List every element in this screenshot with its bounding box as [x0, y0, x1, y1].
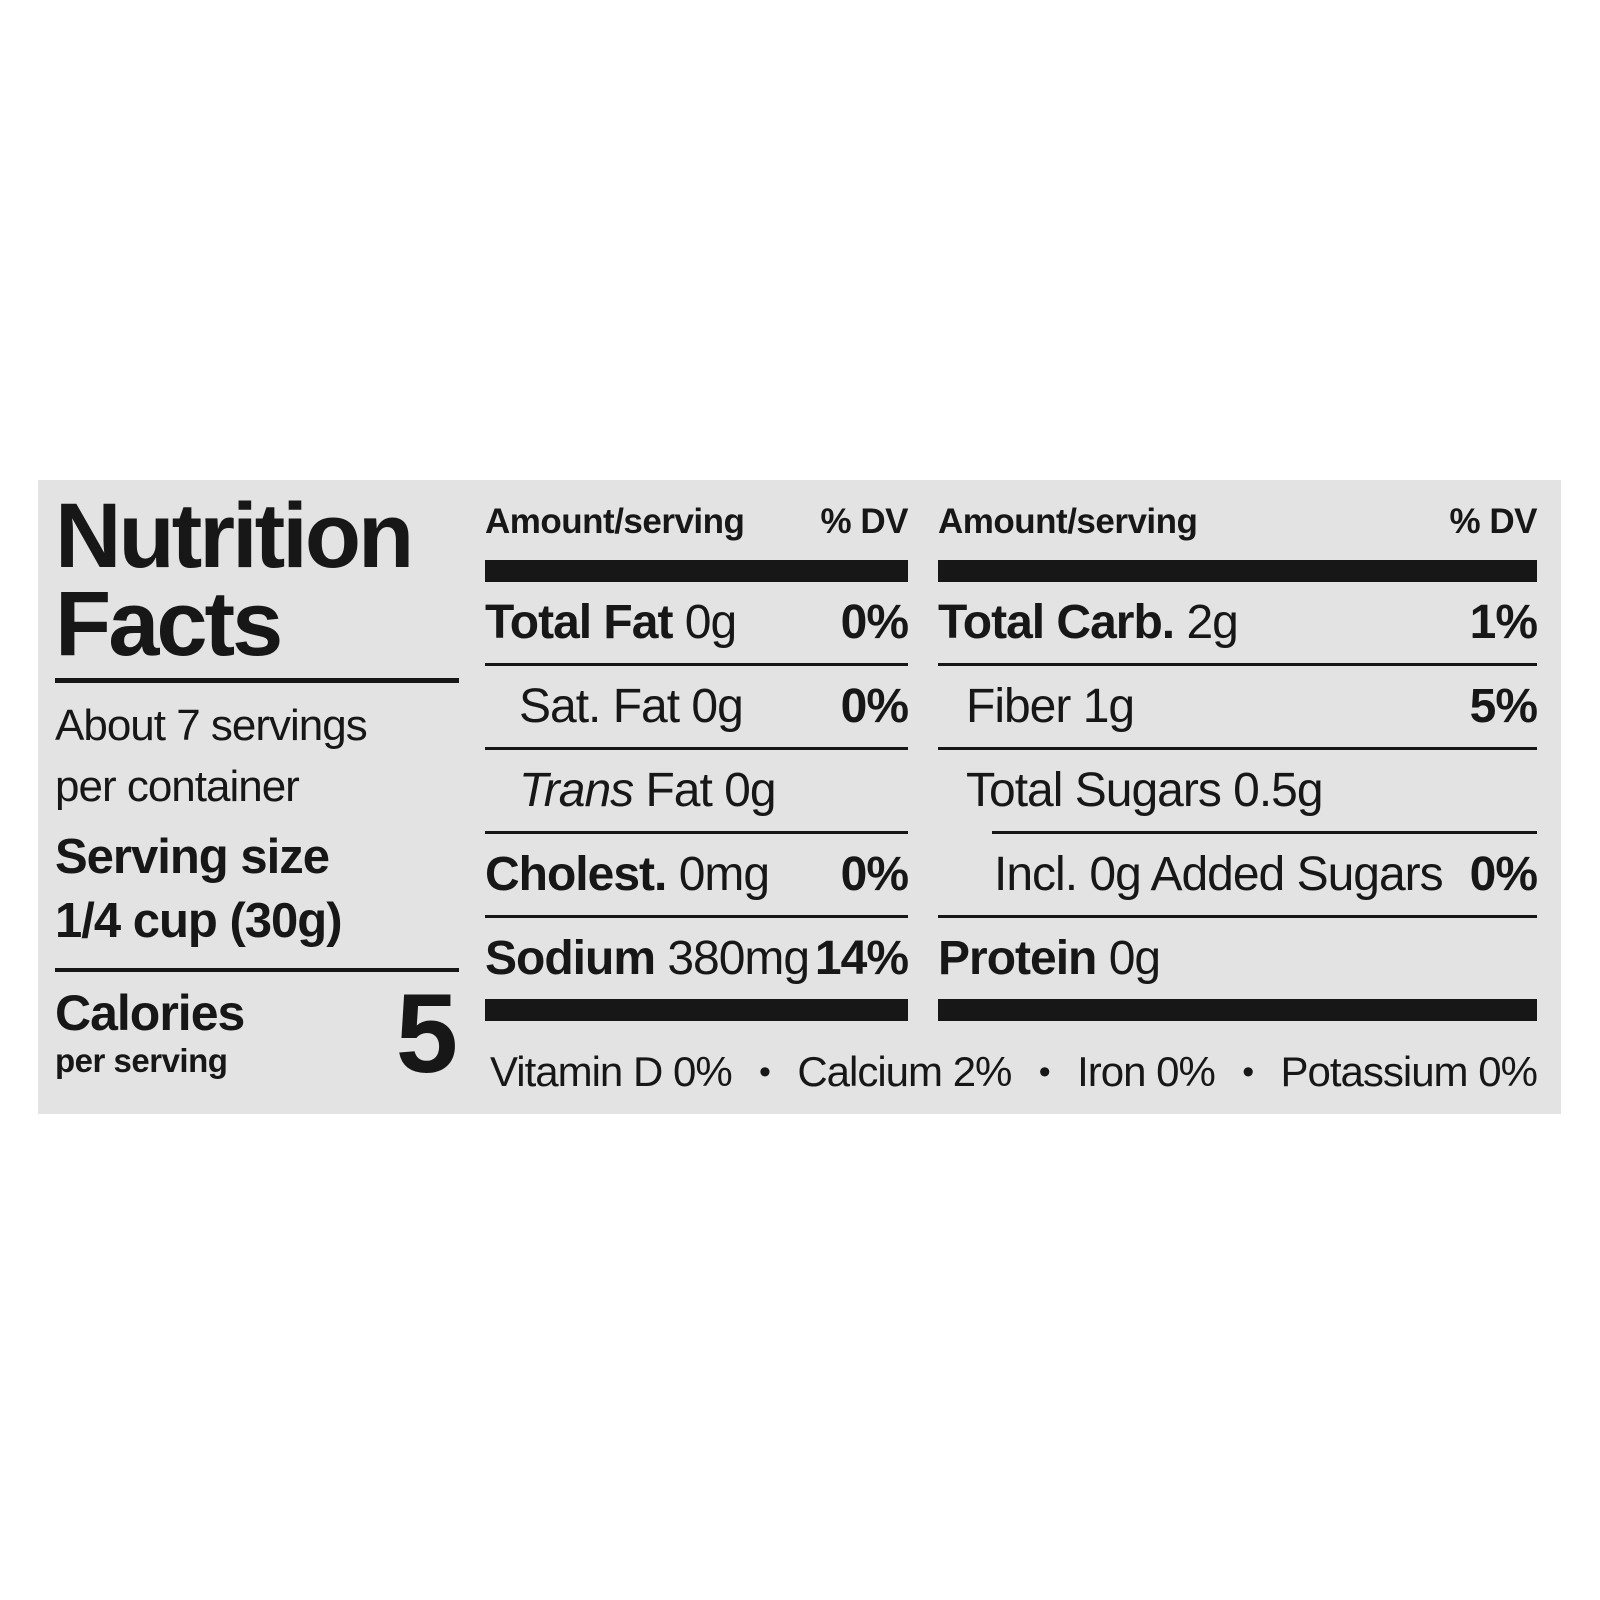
calcium-value: Calcium 2%: [797, 1048, 1012, 1095]
nutrient-name: Sodium 380mg: [485, 932, 810, 985]
nutrient-row-cholesterol: Cholest. 0mg 0%: [485, 834, 909, 915]
amount-serving-header: Amount/serving: [938, 502, 1198, 541]
thick-bar-top: [485, 560, 908, 582]
serving-size-label: Serving size: [55, 830, 330, 884]
nutrition-facts-label: Nutrition Facts About 7 servings per con…: [38, 480, 1561, 1114]
row-divider: [485, 663, 908, 666]
bullet-separator: •: [759, 1052, 771, 1091]
dv-value: 0%: [840, 848, 909, 901]
nutrient-name: Total Sugars 0.5g: [966, 764, 1324, 817]
vitamin-d-value: Vitamin D 0%: [490, 1048, 733, 1095]
servings-line-1: About 7 servings: [55, 701, 368, 750]
bullet-separator: •: [1038, 1052, 1051, 1091]
percent-dv-header: % DV: [1449, 502, 1538, 541]
row-divider: [485, 831, 908, 834]
nutrient-name: Cholest. 0mg: [485, 848, 770, 901]
servings-per-container: About 7 servings per container: [55, 695, 459, 817]
dv-value: 14%: [814, 932, 909, 985]
dv-value: 5%: [1469, 680, 1538, 733]
thick-bar-bottom: [485, 999, 908, 1021]
nutrient-row-sodium: Sodium 380mg 14%: [485, 918, 909, 999]
nutrient-name: Total Carb. 2g: [938, 596, 1239, 649]
title-divider: [55, 678, 459, 683]
column-header: Amount/serving % DV: [938, 502, 1538, 560]
nutrient-name: Sat. Fat 0g: [519, 680, 744, 733]
row-divider-inset: [992, 831, 1537, 834]
nutrient-name: Total Fat 0g: [485, 596, 737, 649]
dv-value: 0%: [1469, 848, 1538, 901]
nutrient-column-right: Amount/serving % DV Total Carb. 2g 1% Fi…: [938, 502, 1538, 1021]
nutrient-row-added-sugars: Incl. 0g Added Sugars 0%: [938, 834, 1538, 915]
serving-size: Serving size 1/4 cup (30g): [55, 825, 459, 953]
nutrient-row-total-fat: Total Fat 0g 0%: [485, 582, 909, 663]
row-divider: [938, 663, 1537, 666]
nutrient-name: Fiber 1g: [966, 680, 1135, 733]
nutrient-name: Incl. 0g Added Sugars: [994, 848, 1444, 901]
nutrient-name: Protein 0g: [938, 932, 1161, 985]
dv-value: 0%: [840, 680, 909, 733]
title-line-2: Facts: [55, 573, 283, 675]
thick-bar-top: [938, 560, 1537, 582]
dv-value: 1%: [1469, 596, 1538, 649]
nutrient-row-protein: Protein 0g: [938, 918, 1537, 999]
nutrient-row-total-sugars: Total Sugars 0.5g: [938, 750, 1537, 831]
calories-label-block: Calories per serving: [55, 985, 245, 1080]
percent-dv-header: % DV: [820, 502, 909, 541]
calories-per-serving-label: per serving: [55, 1042, 228, 1079]
row-divider: [938, 915, 1537, 918]
thick-bar-bottom: [938, 999, 1537, 1021]
calories-row: Calories per serving 5: [55, 971, 459, 1096]
iron-value: Iron 0%: [1077, 1048, 1216, 1095]
row-divider: [485, 915, 908, 918]
amount-serving-header: Amount/serving: [485, 502, 745, 541]
dv-value: 0%: [840, 596, 909, 649]
nutrient-row-trans-fat: Trans Fat 0g: [485, 750, 908, 831]
nutrient-name: Trans Fat 0g: [519, 764, 777, 817]
vitamins-row: Vitamin D 0% • Calcium 2% • Iron 0% • Po…: [490, 1048, 1538, 1096]
nutrient-row-fiber: Fiber 1g 5%: [938, 666, 1538, 747]
nutrient-row-sat-fat: Sat. Fat 0g 0%: [485, 666, 909, 747]
row-divider: [485, 747, 908, 750]
calories-value: 5: [395, 971, 458, 1096]
bullet-separator: •: [1242, 1052, 1254, 1091]
calories-label: Calories: [55, 985, 245, 1041]
servings-line-2: per container: [55, 762, 300, 811]
nutrient-column-left: Amount/serving % DV Total Fat 0g 0% Sat.…: [485, 502, 909, 1021]
column-header: Amount/serving % DV: [485, 502, 909, 560]
nutrition-facts-title: Nutrition Facts: [55, 485, 459, 675]
calories-divider: [55, 968, 459, 972]
potassium-value: Potassium 0%: [1280, 1048, 1537, 1095]
nutrient-row-total-carb: Total Carb. 2g 1%: [938, 582, 1538, 663]
label-left-panel: Nutrition Facts About 7 servings per con…: [55, 485, 459, 1096]
title-line-1: Nutrition: [55, 485, 414, 587]
serving-size-value: 1/4 cup (30g): [55, 894, 343, 948]
row-divider: [938, 747, 1537, 750]
